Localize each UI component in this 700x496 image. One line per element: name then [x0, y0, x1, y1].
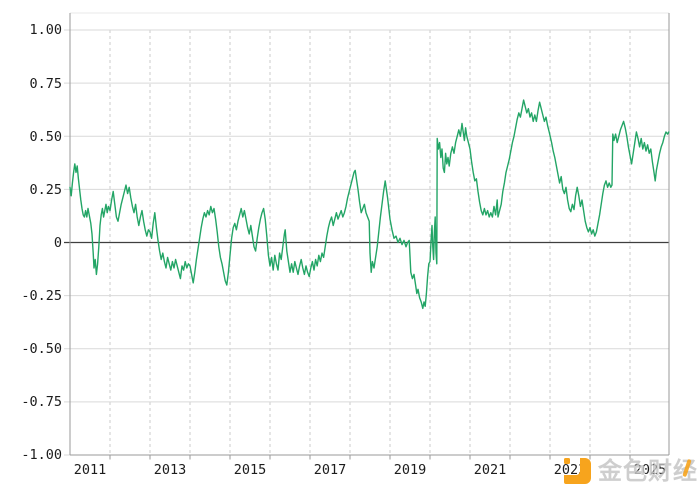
x-tick-label: 2025: [634, 462, 667, 478]
x-tick-label: 2013: [154, 462, 187, 478]
y-tick-label: 0.50: [29, 129, 62, 145]
x-tick-label: 2011: [74, 462, 107, 478]
y-axis-labels: 1.00 0.75 0.50 0.25 0 -0.25 -0.50 -0.75 …: [21, 22, 62, 463]
y-tick-label: -0.75: [21, 394, 62, 410]
gridlines: [64, 29, 669, 460]
y-tick-label: -0.25: [21, 288, 62, 304]
y-tick-label: 0.25: [29, 182, 62, 198]
x-tick-label: 2015: [234, 462, 267, 478]
y-tick-label: 0.75: [29, 76, 62, 92]
x-tick-label: 2021: [474, 462, 507, 478]
x-axis-labels: 2011 2013 2015 2017 2019 2021 2023 2025: [74, 462, 667, 478]
y-tick-label: -1.00: [21, 447, 62, 463]
x-tick-label: 2023: [554, 462, 587, 478]
series-line: [69, 99, 670, 310]
y-tick-label: 1.00: [29, 22, 62, 38]
y-tick-label: 0: [54, 235, 62, 251]
x-tick-label: 2019: [394, 462, 427, 478]
plot-border: [69, 12, 670, 456]
x-tick-label: 2017: [314, 462, 347, 478]
y-tick-label: -0.50: [21, 341, 62, 357]
